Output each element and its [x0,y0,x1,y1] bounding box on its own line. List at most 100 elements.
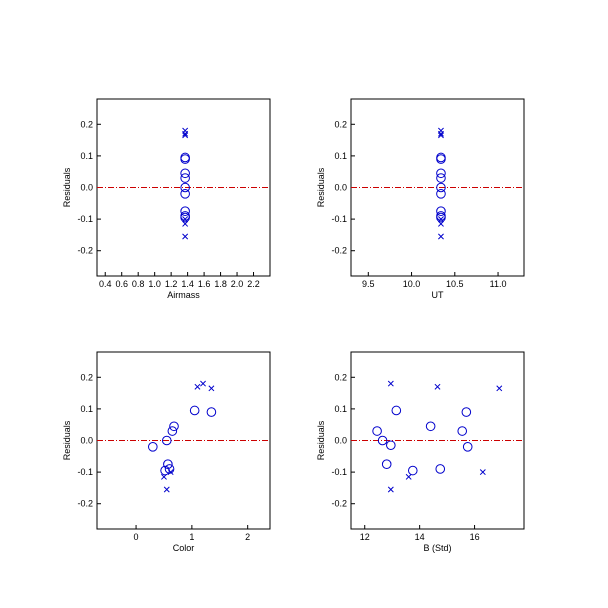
x-axis-title: UT [432,290,444,300]
y-tick-label: -0.2 [77,499,93,509]
data-point-cross [438,132,444,139]
data-point-circle [206,407,217,417]
data-point-cross [496,385,503,392]
x-axis-title: B (Std) [423,543,451,553]
data-point-circle [167,426,178,436]
data-point-cross [194,383,201,390]
x-tick-label: 12 [360,532,370,542]
y-tick-label: 0.1 [80,404,93,414]
y-tick-label: 0.1 [334,151,347,161]
y-tick-label: 0.2 [80,372,93,382]
data-point-circle [148,442,158,452]
x-tick-label: 0.4 [99,279,112,289]
data-point-cross [387,486,394,493]
data-point-circle [169,421,179,432]
data-point-cross [200,380,206,387]
data-point-cross [182,220,189,227]
data-point-cross [182,216,189,223]
x-axis-title: Color [173,543,195,553]
y-tick-label: -0.1 [77,214,93,224]
x-tick-label: 10.5 [446,279,464,289]
x-tick-label: 0 [134,532,139,542]
x-tick-label: 0.6 [115,279,128,289]
x-tick-label: 10.0 [403,279,421,289]
panel-4: -0.2 -0.1 0.0 0.1 0.2 12 14 16 B (Std) Residuals [316,351,525,553]
y-axis-title: Residuals [62,420,72,460]
panel-2: -0.2 -0.1 0.0 0.1 0.2 9.5 10.0 10.5 11.0 UT Residu… [316,98,525,300]
data-point-circle [462,442,473,452]
y-tick-label: -0.1 [331,467,347,477]
x-tick-label: 14 [415,532,425,542]
data-point-cross [434,383,441,390]
data-point-circle [407,465,418,476]
x-tick-label: 1.4 [181,279,194,289]
data-point-circle [436,173,446,183]
data-point-circle [180,168,190,179]
x-tick-label: 1 [189,532,194,542]
data-point-cross [182,132,189,139]
x-tick-label: 1.8 [214,279,227,289]
x-tick-label: 1.2 [165,279,178,289]
x-tick-label: 2 [245,532,250,542]
data-point-cross [163,486,170,493]
data-point-circle [457,426,468,436]
data-point-circle [386,440,396,451]
data-point-circle [180,189,190,199]
data-point-circle [377,435,388,446]
y-axis-title: Residuals [316,420,326,460]
panel-1: -0.2 -0.1 0.0 0.1 0.2 0.4 0.6 0.8 1.0 1.2 1.4 1.6 1.… [62,98,271,300]
y-axis-title: Residuals [316,167,326,207]
y-tick-label: 0.0 [80,436,93,446]
data-point-circle [180,173,190,183]
data-point-circle [436,206,446,217]
data-point-cross [405,473,412,480]
y-tick-label: -0.1 [77,467,93,477]
data-point-circle [425,421,436,432]
y-tick-label: -0.2 [77,246,93,256]
x-tick-label: 1.0 [148,279,161,289]
panel-3: -0.2 -0.1 0.0 0.1 0.2 0 1 2 Color Residuals [62,351,271,553]
data-point-cross [438,216,444,223]
y-tick-label: 0.0 [80,183,93,193]
x-tick-label: 9.5 [362,279,375,289]
x-tick-label: 11.0 [490,279,507,289]
data-point-circle [180,206,190,217]
data-point-circle [381,459,392,470]
data-point-cross [479,469,486,476]
x-axis-title: Airmass [167,290,200,300]
y-tick-label: 0.0 [334,436,347,446]
y-tick-label: -0.2 [331,246,347,256]
data-point-circle [435,464,446,474]
data-point-circle [180,182,190,193]
data-point-circle [436,182,446,193]
x-tick-label: 0.8 [132,279,145,289]
data-point-cross [387,380,394,387]
data-point-circle [436,168,446,179]
y-axis-title: Residuals [62,167,72,207]
data-point-cross [182,233,189,240]
x-tick-label: 1.6 [198,279,211,289]
data-point-circle [436,189,446,199]
data-point-circle [461,407,472,417]
data-point-cross [438,220,444,227]
y-tick-label: 0.0 [334,183,347,193]
data-point-circle [163,459,173,470]
y-tick-label: 0.2 [334,372,347,382]
y-tick-label: -0.2 [331,499,347,509]
y-tick-label: 0.2 [334,119,347,129]
x-tick-label: 16 [470,532,480,542]
data-point-circle [180,154,190,164]
data-point-cross [161,473,167,480]
data-point-circle [180,212,190,223]
y-tick-label: 0.1 [80,151,93,161]
y-tick-label: 0.1 [334,404,347,414]
x-tick-label: 2.0 [231,279,244,289]
y-tick-label: 0.2 [80,119,93,129]
data-point-circle [436,154,446,164]
y-tick-label: -0.1 [331,214,347,224]
data-point-cross [167,469,174,476]
data-point-cross [182,130,189,137]
data-point-circle [189,405,200,416]
data-point-cross [438,233,444,240]
